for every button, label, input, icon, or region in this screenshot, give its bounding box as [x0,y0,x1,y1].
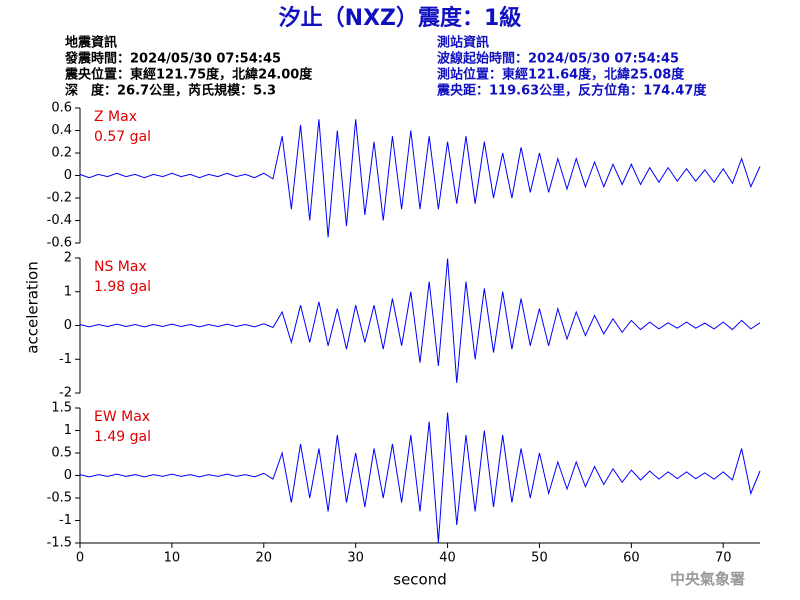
x-tick-label: 0 [76,551,84,566]
info-line: 測站位置：東經121.64度，北緯25.08度 [437,67,685,83]
y-tick-label: -0.2 [47,191,72,206]
x-tick-label: 30 [347,551,364,566]
x-tick-label: 60 [623,551,640,566]
y-tick-label: 0.6 [51,101,72,116]
info-line: 震央位置：東經121.75度，北緯24.00度 [64,67,313,83]
y-tick-label: 1 [64,284,72,299]
x-axis-label: second [393,571,447,589]
y-tick-label: 0 [64,168,72,183]
y-tick-label: 0.5 [51,446,72,461]
y-tick-label: 1 [64,423,72,438]
x-tick-label: 40 [439,551,456,566]
annotation: 0.57 gal [94,129,151,145]
waveform [79,412,761,543]
info-line: 波線起始時間：2024/05/30 07:54:45 [437,51,679,67]
annotation: 1.98 gal [94,279,151,295]
y-tick-label: 0.2 [51,146,72,161]
annotation: NS Max [94,259,147,275]
y-tick-label: 0 [64,318,72,333]
x-tick-label: 50 [531,551,548,566]
info-line: 發震時間：2024/05/30 07:54:45 [64,51,281,67]
info-line: 深 度：26.7公里，芮氏規模：5.3 [65,83,276,99]
y-tick-label: 0.4 [51,123,72,138]
x-tick-label: 10 [164,551,181,566]
y-tick-label: -0.4 [47,213,72,228]
footer: 中央氣象署 [670,570,745,588]
y-tick-label: -2 [59,386,72,401]
y-tick-label: -0.5 [47,491,72,506]
x-tick-label: 70 [715,551,732,566]
y-tick-label: -1 [59,513,72,528]
waveform [79,258,761,383]
y-tick-label: 2 [64,251,72,266]
y-tick-label: 0 [64,468,72,483]
y-axis-label: acceleration [24,261,42,353]
info-line: 震央距：119.63公里，反方位角：174.47度 [436,83,707,99]
y-tick-label: -1 [59,352,72,367]
info-line: 地震資訊 [65,35,117,51]
y-tick-label: 1.5 [51,401,72,416]
y-tick-label: -1.5 [47,536,72,551]
waveform [79,119,761,238]
info-line: 測站資訊 [437,35,489,51]
x-tick-label: 20 [256,551,273,566]
annotation: EW Max [94,409,150,425]
title: 汐止（NXZ）震度：1級 [279,5,522,31]
annotation: Z Max [94,109,137,125]
annotation: 1.49 gal [94,429,151,445]
y-tick-label: -0.6 [47,236,72,251]
